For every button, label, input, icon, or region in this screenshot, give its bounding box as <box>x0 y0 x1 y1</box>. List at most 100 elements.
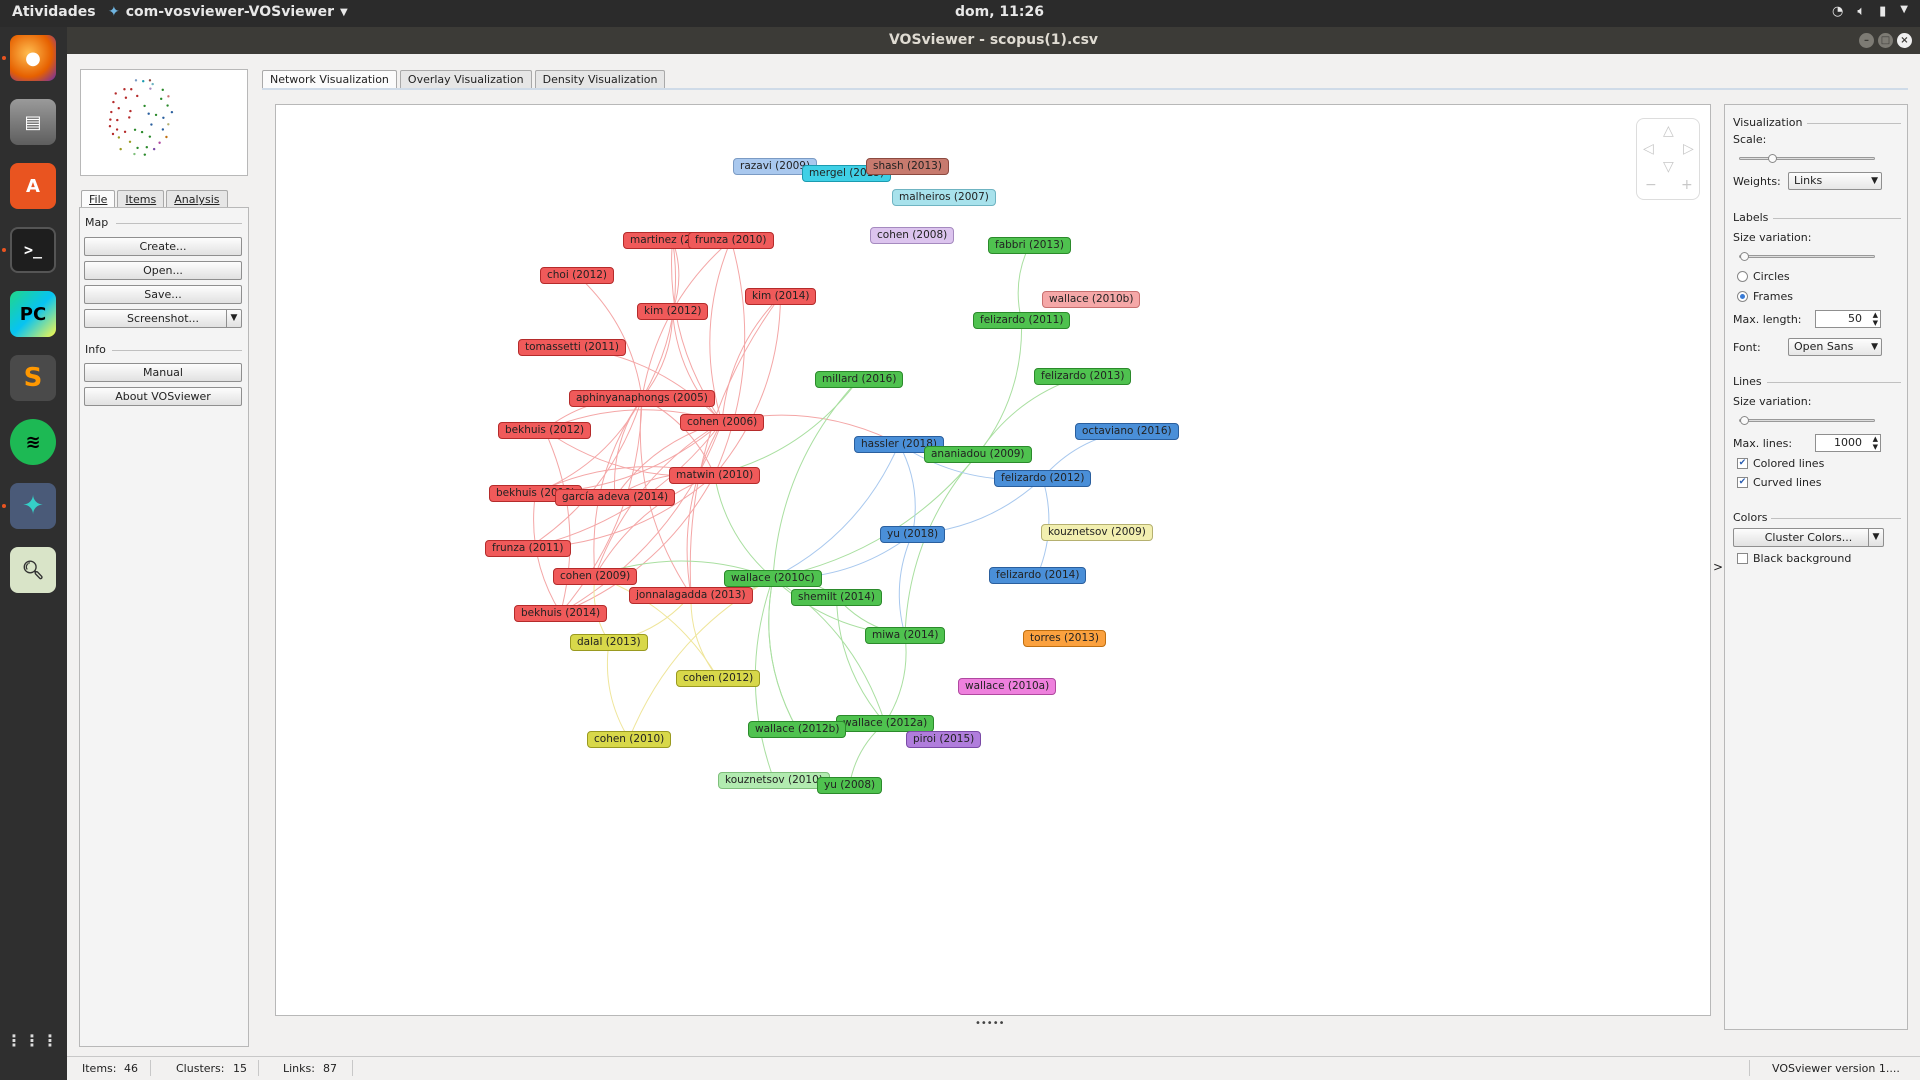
system-tray[interactable]: ◔ 🔈︎ ▮ ▼ <box>1832 4 1908 19</box>
overview-map[interactable] <box>80 69 248 176</box>
chevron-down-icon[interactable]: ▼ <box>226 310 241 327</box>
network-canvas[interactable]: razavi (2009) mergel (2015) shash (2013) ma… <box>275 104 1711 1016</box>
screenshot-button[interactable]: Screenshot... ▼ <box>84 309 242 328</box>
network-node-cohen2012[interactable]: cohen (2012) <box>676 670 761 687</box>
spinner-arrows-icon[interactable]: ▲ ▼ <box>1872 311 1878 327</box>
tab-network-visualization[interactable]: Network Visualization <box>262 70 397 88</box>
show-apps-icon[interactable]: ⋮⋮⋮ <box>6 1030 60 1050</box>
colored-lines-checkbox[interactable]: ✔ <box>1737 458 1748 469</box>
network-node-yu2018[interactable]: yu (2018) <box>880 526 946 543</box>
curved-lines-checkbox[interactable]: ✔ <box>1737 477 1748 488</box>
black-background-checkbox[interactable] <box>1737 553 1748 564</box>
network-node-matwin2010[interactable]: matwin (2010) <box>669 467 761 484</box>
activities-button[interactable]: Atividades <box>12 4 96 20</box>
network-node-wallace2010b[interactable]: wallace (2010b) <box>1042 291 1141 308</box>
network-node-octaviano2016[interactable]: octaviano (2016) <box>1075 423 1179 440</box>
pan-right-icon[interactable]: ▷ <box>1683 141 1694 157</box>
pan-down-icon[interactable]: ▽ <box>1663 159 1674 175</box>
network-node-hassler2018[interactable]: hassler (2018) <box>854 436 944 453</box>
network-node-felizardo2014[interactable]: felizardo (2014) <box>989 567 1087 584</box>
app-menu[interactable]: ✦ com-vosviewer-VOSviewer ▼ <box>108 4 348 20</box>
network-node-felizardo2011[interactable]: felizardo (2011) <box>973 312 1071 329</box>
cluster-colors-button[interactable]: Cluster Colors... ▼ <box>1733 528 1884 547</box>
vosviewer-icon[interactable]: ✦ <box>10 483 56 529</box>
close-button[interactable]: × <box>1897 33 1912 48</box>
firefox-icon[interactable]: ● <box>10 35 56 81</box>
network-node-cohen2008[interactable]: cohen (2008) <box>870 227 955 244</box>
network-node-bekhuis2014[interactable]: bekhuis (2014) <box>514 605 608 622</box>
circles-radio[interactable] <box>1737 271 1748 282</box>
network-node-bekhuis2012[interactable]: bekhuis (2012) <box>498 422 592 439</box>
network-node-cohen2006[interactable]: cohen (2006) <box>680 414 765 431</box>
network-node-aphinyanaphongs2005[interactable]: aphinyanaphongs (2005) <box>569 390 715 407</box>
network-node-ananiadou2009[interactable]: ananiadou (2009) <box>924 446 1032 463</box>
manual-button[interactable]: Manual <box>84 363 242 382</box>
network-node-cohen2010[interactable]: cohen (2010) <box>587 731 672 748</box>
pan-up-icon[interactable]: △ <box>1663 123 1674 139</box>
frames-radio[interactable] <box>1737 291 1748 302</box>
open-button[interactable]: Open... <box>84 261 242 280</box>
network-node-cohen2009[interactable]: cohen (2009) <box>553 568 638 585</box>
network-node-frunza2011[interactable]: frunza (2011) <box>485 540 571 557</box>
tab-analysis[interactable]: Analysis <box>166 190 228 208</box>
network-node-shash2013[interactable]: shash (2013) <box>866 158 949 175</box>
network-node-miwa2014[interactable]: miwa (2014) <box>865 627 946 644</box>
about-button[interactable]: About VOSviewer <box>84 387 242 406</box>
pycharm-icon[interactable]: PC <box>10 291 56 337</box>
network-node-felizardo2013[interactable]: felizardo (2013) <box>1034 368 1132 385</box>
weights-select[interactable]: Links ▼ <box>1788 172 1882 190</box>
network-node-garciaadeva2014[interactable]: garcía adeva (2014) <box>555 489 676 506</box>
network-node-felizardo2012[interactable]: felizardo (2012) <box>994 470 1092 487</box>
network-node-choi2012[interactable]: choi (2012) <box>540 267 615 284</box>
network-node-wallace2012b[interactable]: wallace (2012b) <box>748 721 847 738</box>
network-node-shemilt2014[interactable]: shemilt (2014) <box>791 589 883 606</box>
network-node-malheiros2007[interactable]: malheiros (2007) <box>892 189 996 206</box>
network-node-kim2014[interactable]: kim (2014) <box>745 288 817 305</box>
tab-items[interactable]: Items <box>117 190 165 208</box>
maximize-button[interactable]: □ <box>1878 33 1893 48</box>
network-node-tomassetti2011[interactable]: tomassetti (2011) <box>518 339 627 356</box>
create-button[interactable]: Create... <box>84 237 242 256</box>
font-select[interactable]: Open Sans ▼ <box>1788 338 1882 356</box>
network-node-kim2012[interactable]: kim (2012) <box>637 303 709 320</box>
zoom-in-icon[interactable]: + <box>1681 177 1693 193</box>
network-node-fabbri2013[interactable]: fabbri (2013) <box>988 237 1071 254</box>
scale-slider-handle[interactable] <box>1767 154 1777 163</box>
network-node-jonnalagadda2013[interactable]: jonnalagadda (2013) <box>629 587 753 604</box>
network-node-frunza2010[interactable]: frunza (2010) <box>688 232 774 249</box>
tab-overlay-visualization[interactable]: Overlay Visualization <box>399 70 532 88</box>
label-size-variation-handle[interactable] <box>1740 252 1749 261</box>
tab-file[interactable]: File <box>81 190 116 208</box>
network-node-kouznetsov2009[interactable]: kouznetsov (2009) <box>1041 524 1153 541</box>
files-icon[interactable]: ▤ <box>10 99 56 145</box>
software-center-icon[interactable]: A <box>10 163 56 209</box>
max-lines-input[interactable]: 1000 ▲ ▼ <box>1815 434 1881 452</box>
clock[interactable]: dom, 11:26 <box>955 4 1044 20</box>
resize-grip-icon[interactable]: ••••• <box>975 1018 1005 1029</box>
sublime-icon[interactable]: S <box>10 355 56 401</box>
pan-left-icon[interactable]: ◁ <box>1643 141 1654 157</box>
network-node-wallace2012a[interactable]: wallace (2012a) <box>836 715 935 732</box>
network-node-yu2008[interactable]: yu (2008) <box>817 777 883 794</box>
navigation-control[interactable]: △ ◁ ▷ ▽ − + <box>1636 118 1700 200</box>
label-size-variation-slider[interactable] <box>1739 252 1875 261</box>
line-size-variation-handle[interactable] <box>1740 416 1749 425</box>
max-length-input[interactable]: 50 ▲ ▼ <box>1815 310 1881 328</box>
zoom-out-icon[interactable]: − <box>1645 177 1657 193</box>
network-node-kouznetsov2010[interactable]: kouznetsov (2010) <box>718 772 830 789</box>
image-viewer-icon[interactable]: 🔍︎ <box>10 547 56 593</box>
network-node-millard2016[interactable]: millard (2016) <box>815 371 904 388</box>
network-node-wallace2010a[interactable]: wallace (2010a) <box>958 678 1057 695</box>
network-node-razavi2009[interactable]: razavi (2009) <box>733 158 818 175</box>
line-size-variation-slider[interactable] <box>1739 416 1875 425</box>
scale-slider[interactable] <box>1739 154 1875 163</box>
panel-toggle-icon[interactable]: > <box>1713 560 1724 574</box>
terminal-icon[interactable]: >_ <box>10 227 56 273</box>
network-node-dalal2013[interactable]: dalal (2013) <box>570 634 648 651</box>
spotify-icon[interactable]: ≋ <box>10 419 56 465</box>
spinner-arrows-icon[interactable]: ▲ ▼ <box>1872 435 1878 451</box>
tab-density-visualization[interactable]: Density Visualization <box>534 70 666 88</box>
network-node-wallace2010c[interactable]: wallace (2010c) <box>724 570 822 587</box>
chevron-down-icon[interactable]: ▼ <box>1868 529 1883 546</box>
network-node-torres2013[interactable]: torres (2013) <box>1023 630 1106 647</box>
